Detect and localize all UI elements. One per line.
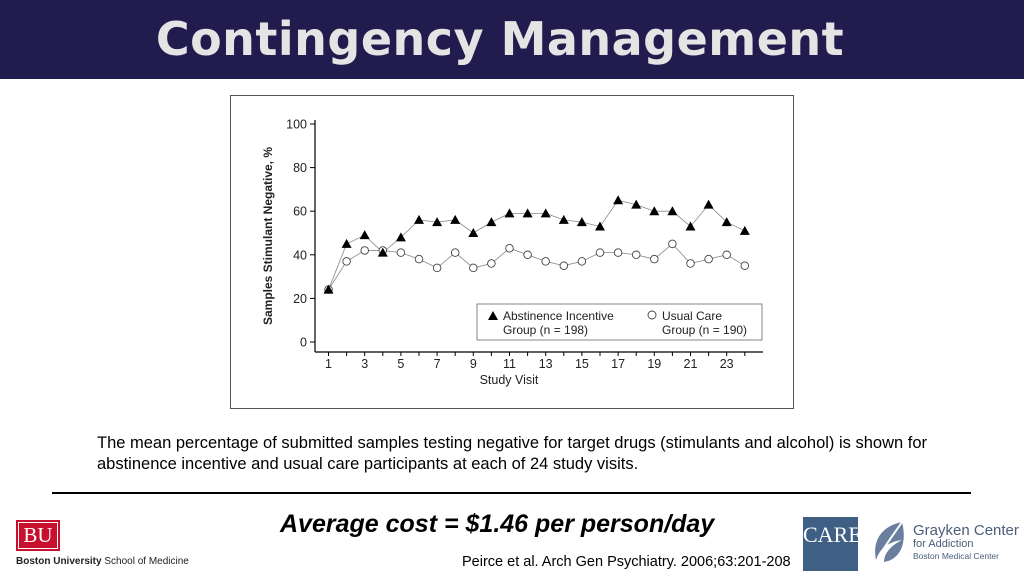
point-usual-care xyxy=(650,254,659,264)
point-usual-care xyxy=(577,257,587,266)
slide-title: Contingency Management xyxy=(155,12,845,66)
x-tick-label: 23 xyxy=(720,357,734,371)
point-usual-care xyxy=(613,248,623,257)
point-abstinence-incentive xyxy=(558,214,569,224)
point-usual-care xyxy=(469,263,478,273)
point-usual-care xyxy=(396,248,406,257)
point-usual-care xyxy=(487,259,496,268)
point-abstinence-incentive xyxy=(359,230,370,240)
point-abstinence-incentive xyxy=(649,206,660,216)
divider-line xyxy=(52,492,971,494)
x-tick-label: 13 xyxy=(539,357,553,371)
bu-name-bold: Boston University xyxy=(16,556,102,567)
y-tick-label: 0 xyxy=(300,336,307,350)
point-usual-care xyxy=(360,246,369,255)
point-abstinence-incentive xyxy=(595,221,605,231)
x-axis-label: Study Visit xyxy=(480,373,539,387)
point-abstinence-incentive xyxy=(522,208,533,218)
point-abstinence-incentive xyxy=(631,199,642,209)
point-abstinence-incentive xyxy=(685,221,696,231)
point-usual-care xyxy=(432,263,442,273)
point-abstinence-incentive xyxy=(414,214,424,224)
point-abstinence-incentive xyxy=(323,284,334,294)
point-abstinence-incentive xyxy=(504,208,515,218)
x-tick-label: 15 xyxy=(575,357,589,371)
point-abstinence-incentive xyxy=(450,214,461,224)
point-usual-care xyxy=(668,239,677,249)
point-abstinence-incentive xyxy=(486,217,497,227)
point-abstinence-incentive xyxy=(721,217,732,227)
point-abstinence-incentive xyxy=(739,225,750,235)
legend-label-usual-care-line2: Group (n = 190) xyxy=(662,323,747,337)
point-abstinence-incentive xyxy=(576,217,587,227)
point-abstinence-incentive xyxy=(468,228,479,237)
citation: Peirce et al. Arch Gen Psychiatry. 2006;… xyxy=(462,554,791,570)
point-usual-care xyxy=(414,254,424,264)
figure-caption: The mean percentage of submitted samples… xyxy=(97,434,928,473)
point-abstinence-incentive xyxy=(395,232,406,242)
grayken-subtitle-2: Boston Medical Center xyxy=(913,551,999,561)
grayken-leaf-icon xyxy=(875,521,904,562)
point-usual-care xyxy=(704,254,713,264)
point-abstinence-incentive xyxy=(667,206,678,216)
y-tick-label: 20 xyxy=(293,292,307,306)
point-usual-care xyxy=(631,250,641,260)
legend-label-abstinence-line1: Abstinence Incentive xyxy=(503,309,614,323)
point-usual-care xyxy=(505,244,514,253)
point-usual-care xyxy=(450,248,460,257)
point-abstinence-incentive xyxy=(377,247,388,257)
x-tick-label: 19 xyxy=(647,357,661,371)
bu-name-rest: School of Medicine xyxy=(101,556,189,567)
point-usual-care xyxy=(595,248,605,257)
x-tick-label: 9 xyxy=(470,357,477,371)
point-abstinence-incentive xyxy=(703,199,714,209)
point-abstinence-incentive xyxy=(432,217,443,227)
cost-statement: Average cost = $1.46 per person/day xyxy=(280,510,715,538)
point-usual-care xyxy=(686,259,695,268)
chart-frame: 0 20 40 60 80 100 1 3 5 7 9 11 13 15 17 19 21 23 Study Vis… xyxy=(230,95,794,409)
x-tick-label: 1 xyxy=(325,357,332,371)
grayken-title: Grayken Center xyxy=(913,522,1019,539)
point-usual-care xyxy=(342,257,351,266)
x-tick-label: 11 xyxy=(503,357,516,371)
care-logo-text: CARE xyxy=(803,522,862,547)
title-bar xyxy=(0,0,1024,79)
y-tick-label: 80 xyxy=(293,161,307,175)
bu-school-name: Boston University School of Medicine xyxy=(16,556,189,567)
legend-marker-abstinence-incentive xyxy=(488,311,498,320)
x-tick-label: 5 xyxy=(397,357,404,371)
x-tick-label: 17 xyxy=(611,357,625,371)
legend-marker-usual-care xyxy=(647,310,657,320)
y-tick-label: 100 xyxy=(286,118,307,132)
point-usual-care xyxy=(523,250,532,260)
y-axis-label: Samples Stimulant Negative, % xyxy=(261,147,275,325)
legend-label-usual-care-line1: Usual Care xyxy=(662,309,722,323)
grayken-subtitle: for Addiction xyxy=(913,538,974,550)
series-line-abstinence-incentive xyxy=(328,199,745,290)
point-abstinence-incentive xyxy=(341,238,352,248)
x-tick-label: 3 xyxy=(361,357,368,371)
series-line-usual-care xyxy=(328,243,746,290)
point-abstinence-incentive xyxy=(613,195,624,205)
bu-logo: BU xyxy=(16,520,60,551)
care-logo: CARE xyxy=(803,517,862,571)
point-usual-care xyxy=(559,261,569,270)
point-usual-care xyxy=(722,250,731,260)
x-tick-label: 21 xyxy=(684,357,698,371)
y-tick-label: 40 xyxy=(293,248,307,262)
legend-box xyxy=(476,303,763,341)
point-abstinence-incentive xyxy=(540,208,551,218)
point-usual-care xyxy=(740,261,750,270)
x-tick-label: 7 xyxy=(434,357,441,371)
y-tick-label: 60 xyxy=(293,205,307,219)
legend-label-abstinence-line2: Group (n = 198) xyxy=(503,323,588,337)
point-usual-care xyxy=(541,257,550,266)
